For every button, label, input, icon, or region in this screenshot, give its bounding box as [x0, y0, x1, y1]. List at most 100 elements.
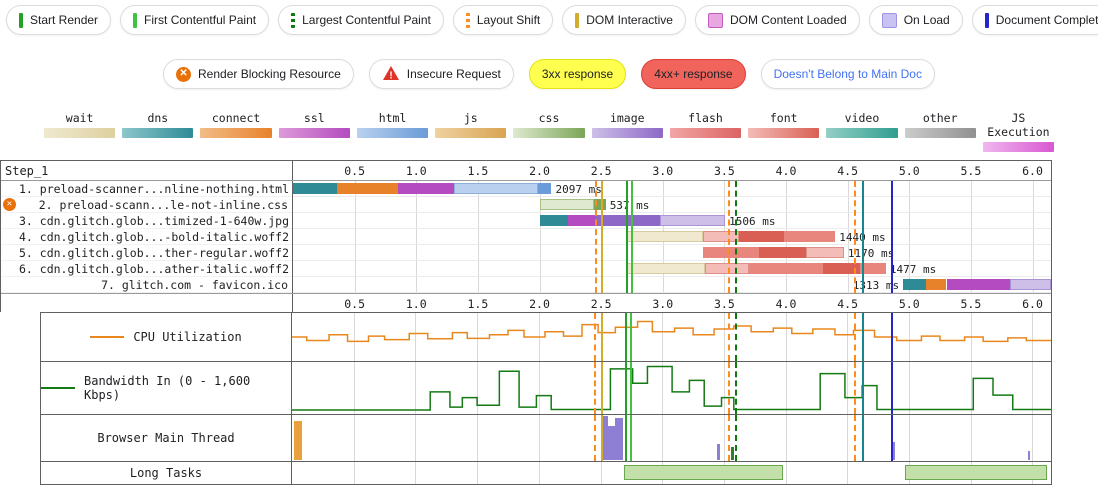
main-thread-activity-bar	[731, 447, 734, 460]
gridline	[970, 362, 972, 414]
request-label[interactable]: 1. preload-scanner...nline-nothing.html	[1, 181, 292, 197]
gridline	[909, 181, 911, 293]
request-row[interactable]: 1313 ms	[293, 277, 1051, 293]
long-task-bar	[623, 465, 784, 480]
request-label[interactable]: 4. cdn.glitch.glob...-bold-italic.woff2	[1, 229, 292, 245]
request-row[interactable]: 1170 ms	[293, 245, 1051, 261]
main-thread-activity-bar	[600, 416, 608, 460]
start-render-icon	[19, 12, 23, 28]
request-label[interactable]: 6. cdn.glitch.glob...ather-italic.woff2	[1, 261, 292, 277]
waterfall-rows-band: 1. preload-scanner...nline-nothing.html ✕…	[1, 181, 1051, 293]
resource-type-label: connect	[211, 111, 261, 125]
resource-type-swatch	[356, 128, 429, 138]
request-row[interactable]: 537 ms	[293, 197, 1051, 213]
time-tick-label: 2.5	[590, 164, 612, 178]
gridline	[1032, 415, 1034, 461]
gridline	[723, 313, 725, 361]
request-row[interactable]: 2097 ms	[293, 181, 1051, 197]
render-blocking-icon: ✕	[176, 66, 192, 82]
waterfall-header: Step_1 0.5 1.0 1.5 2.0 2.5 3.0 3.5 4.0 4.5 5.0 5.5…	[1, 161, 1051, 181]
gridline	[477, 313, 479, 361]
long-tasks-section: Long Tasks	[40, 461, 1052, 485]
main-thread-activity-bar	[716, 443, 721, 460]
resource-type-label: css	[538, 111, 560, 125]
resource-type-connect: connect	[200, 111, 272, 152]
resource-type-swatch	[278, 128, 350, 138]
gridline	[538, 415, 540, 461]
time-tick-label: 4.0	[775, 297, 797, 311]
request-label-text: 5. cdn.glitch.glob...ther-regular.woff2	[19, 246, 290, 260]
segment-html_light	[454, 183, 539, 194]
legend-flag-insecure-request: ! Insecure Request	[368, 59, 514, 89]
legend-flag-doesn-t-belong-to-main-doc: Doesn't Belong to Main Doc	[760, 59, 935, 89]
request-label[interactable]: 7. glitch.com - favicon.ico	[1, 277, 292, 293]
legend-event-dom-interactive: DOM Interactive	[562, 5, 686, 35]
cpu-utilization-section: CPU Utilization	[40, 312, 1052, 361]
start-render-marker	[625, 362, 628, 414]
dom-interactive-marker	[601, 181, 604, 293]
main-thread-activity-bar	[615, 417, 623, 460]
layout-shift-3-marker	[853, 313, 856, 361]
resource-type-swatch	[435, 128, 507, 138]
segment-ssl	[947, 279, 1010, 290]
request-label[interactable]: ✕ 2. preload-scann...le-not-inline.css	[1, 197, 292, 213]
gridline	[415, 313, 417, 361]
time-tick-label: 2.0	[529, 164, 550, 178]
on-load-icon	[881, 12, 897, 28]
resource-type-label: flash	[688, 111, 723, 125]
resource-type-swatch	[513, 128, 585, 138]
segment-font_light	[703, 231, 740, 242]
time-tick-label: 4.5	[837, 164, 859, 178]
dom-content-loaded-marker	[862, 181, 865, 293]
request-label-text: 2. preload-scann...le-not-inline.css	[38, 198, 288, 212]
resource-type-image: image	[591, 111, 663, 152]
request-label[interactable]: 5. cdn.glitch.glob...ther-regular.woff2	[1, 245, 292, 261]
main-thread-activity-bar	[294, 420, 302, 460]
bandwidth-in-label-cell: Bandwidth In (0 - 1,600 Kbps)	[40, 362, 292, 414]
gridline	[477, 462, 479, 484]
segment-font_dark	[739, 231, 784, 242]
time-tick-label: 6.0	[1022, 297, 1043, 311]
legend-event-label: Largest Contentful Paint	[302, 13, 431, 27]
time-tick-label: 1.5	[467, 164, 489, 178]
legend-event-start-render: Start Render	[6, 5, 112, 35]
request-label-text: 6. cdn.glitch.glob...ather-italic.woff2	[19, 262, 290, 276]
main-thread-activity-bar	[891, 441, 896, 460]
request-row[interactable]: 1506 ms	[293, 213, 1051, 229]
request-row[interactable]: 1477 ms	[293, 261, 1051, 277]
gridline	[847, 362, 849, 414]
legend-event-label: DOM Interactive	[586, 13, 673, 27]
bandwidth-in-chart	[292, 362, 1052, 414]
resource-type-other: other	[904, 111, 976, 152]
segment-css_light	[539, 199, 594, 210]
resource-type-js: js	[435, 111, 507, 152]
time-tick-label: 5.0	[898, 164, 920, 178]
render-blocking-icon: ✕	[3, 198, 16, 211]
layout-shift-2-marker	[727, 362, 730, 414]
request-label-text: 4. cdn.glitch.glob...-bold-italic.woff2	[19, 230, 290, 244]
time-axis-top: 0.5 1.0 1.5 2.0 2.5 3.0 3.5 4.0 4.5 5.0 5.5 6.0	[293, 161, 1051, 180]
request-duration: 1170 ms	[847, 247, 895, 260]
waterfall-axis-bottom-row: 0.5 1.0 1.5 2.0 2.5 3.0 3.5 4.0 4.5 5.0 5.5 6.0	[1, 293, 1051, 312]
resource-type-video: video	[826, 111, 898, 152]
resource-type-label: JS Execution	[987, 111, 1050, 139]
time-tick-label: 1.5	[467, 297, 489, 311]
legend-flag-label: 3xx response	[541, 67, 614, 81]
time-tick-label: 1.0	[405, 297, 427, 311]
layout-shift-1-marker	[594, 362, 597, 414]
gridline	[785, 415, 787, 461]
document-complete-marker	[890, 362, 893, 414]
gridline	[1032, 362, 1034, 414]
request-label[interactable]: 3. cdn.glitch.glob...timized-1-640w.jpg	[1, 213, 292, 229]
segment-dns	[293, 183, 338, 194]
long-tasks-chart	[292, 462, 1052, 484]
axis-bottom-gutter	[1, 294, 293, 312]
request-row[interactable]: 1440 ms	[293, 229, 1051, 245]
legend-flag-label: 4xx+ response	[654, 67, 733, 81]
gridline	[970, 415, 972, 461]
gridline	[1032, 181, 1034, 293]
resource-type-label: font	[769, 111, 798, 125]
segment-image_light	[660, 215, 726, 226]
gridline	[723, 415, 725, 461]
time-tick-label: 6.0	[1022, 164, 1043, 178]
